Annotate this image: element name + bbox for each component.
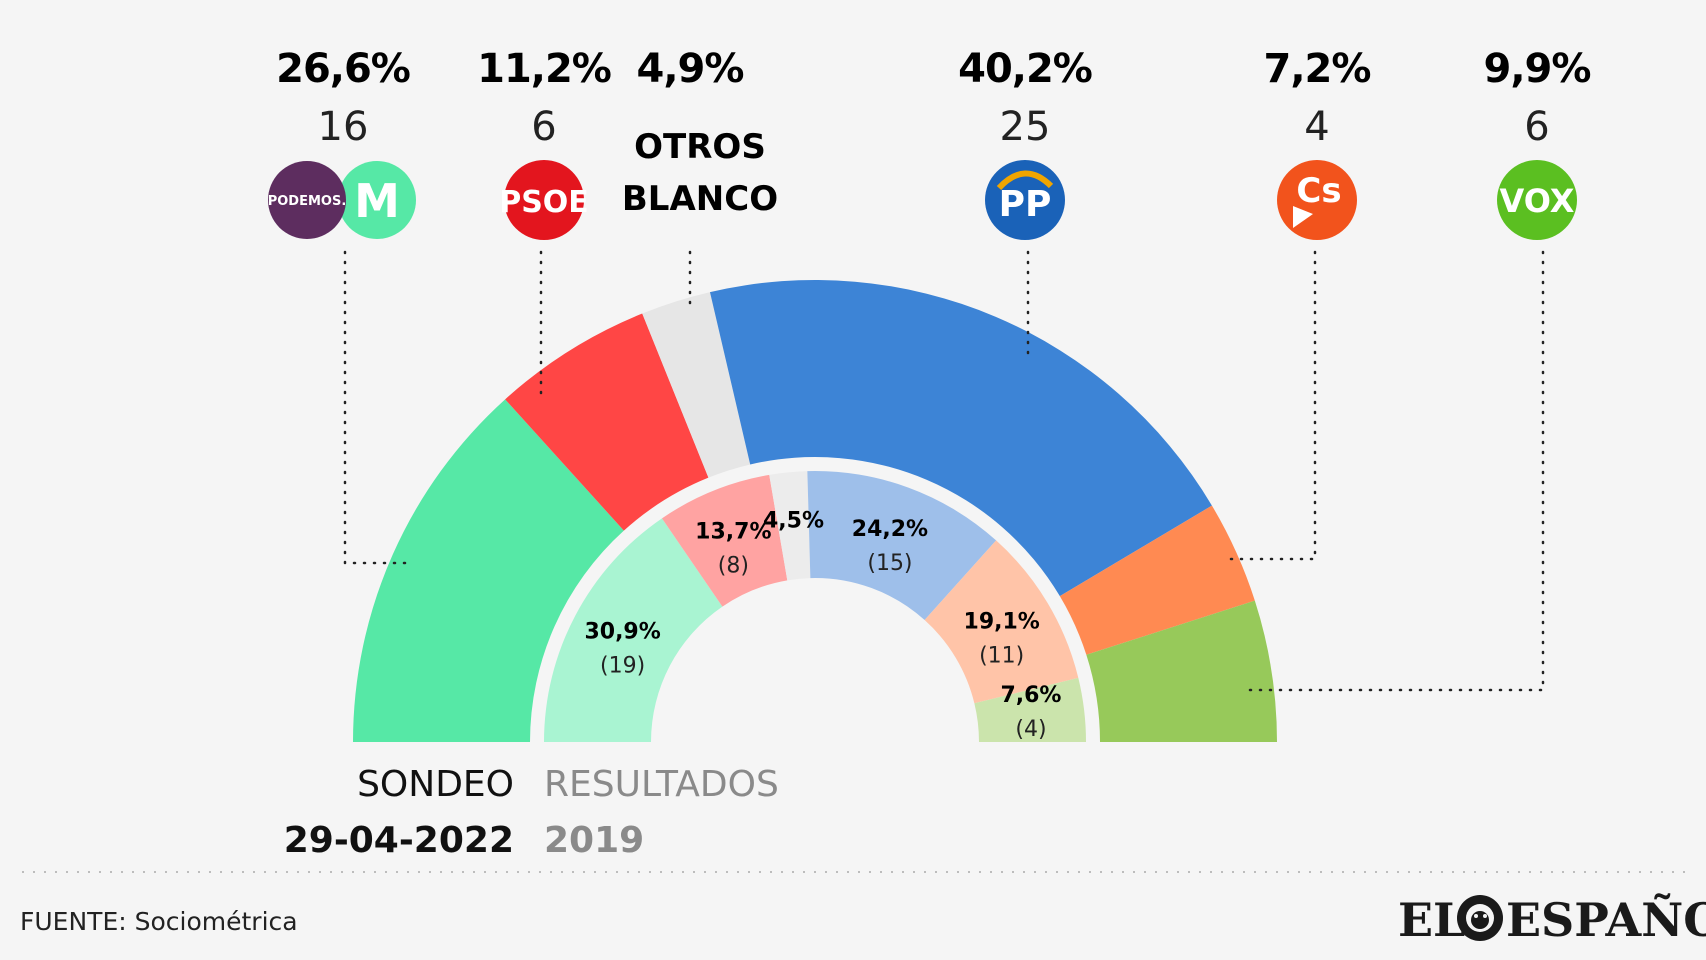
inner-seats-label-cs: (11) (979, 643, 1024, 668)
pp-logo-text: PP (999, 184, 1052, 225)
inner-pct-label-cs: 19,1% (964, 609, 1040, 634)
inner-ring-labels: 30,9% (19) 13,7% (8) 4,5% 24,2% (15) 19,1% (11) 7… (584, 509, 1061, 743)
chart-legend: SONDEO 29-04-2022 RESULTADOS 2019 (284, 764, 779, 861)
cs-logo-icon: Cs (1277, 160, 1357, 240)
outer-ring (353, 279, 1277, 742)
inner-pct-label-podemos-m-s-madrid: 30,9% (584, 620, 660, 645)
pp-logo-icon: PP (985, 160, 1065, 240)
inner-pct-label-otros: 4,5% (763, 509, 824, 534)
mas-madrid-logo-text: M (354, 174, 400, 228)
inner-pct-label-pp: 24,2% (852, 517, 928, 542)
outer-pct-label: 9,9% (1484, 46, 1591, 92)
inner-seats-label-pp: (15) (867, 551, 912, 576)
outer-pct-label: 40,2% (958, 46, 1092, 92)
outer-segment-otros-blanco (642, 292, 751, 478)
leader-line-cs (1226, 250, 1317, 561)
outer-segment-pp (709, 279, 1212, 597)
inner-segment-pp (807, 471, 997, 621)
legend-outer-date: 29-04-2022 (284, 820, 514, 861)
legend-inner-date: 2019 (544, 820, 644, 861)
header-otros-blanco: 4,9% OTROS BLANCO (622, 46, 778, 219)
lion-icon (1457, 895, 1503, 941)
leader-line-podemos-m-s-madrid (343, 250, 416, 565)
legend-inner-label: RESULTADOS (544, 764, 779, 805)
outer-seats-label: 6 (531, 104, 556, 150)
inner-seats-label-psoe: (8) (718, 553, 749, 578)
party-headers: 26,6% 16 M PODEMOS. 11,2% 6 PSOE 4,9% OTROS BLANC… (268, 46, 1591, 240)
header-vox: 9,9% 6 VOX (1484, 46, 1591, 240)
header-pp: 40,2% 25 PP (958, 46, 1093, 240)
mas-madrid-logo-icon: M (338, 161, 416, 239)
header-psoe: 11,2% 6 PSOE (477, 46, 612, 240)
outer-pct-label: 7,2% (1264, 46, 1371, 92)
outer-seats-label: 4 (1304, 104, 1329, 150)
brand-logo: EL ESPAÑOL (1398, 892, 1706, 947)
legend-outer-label: SONDEO (357, 764, 514, 805)
inner-seats-label-podemos-m-s-madrid: (19) (600, 654, 645, 679)
outer-seats-label: 6 (1524, 104, 1549, 150)
inner-segment-podemos-m-s-madrid (544, 518, 723, 742)
otros-label-line: OTROS (634, 127, 766, 167)
inner-pct-label-psoe: 13,7% (695, 519, 771, 544)
outer-segment-vox (1086, 600, 1277, 742)
inner-segment-cs (924, 540, 1079, 704)
outer-segment-psoe (505, 313, 709, 531)
psoe-logo-icon: PSOE (499, 160, 589, 240)
inner-pct-label-vox: 7,6% (1000, 683, 1061, 708)
outer-seats-label: 25 (1000, 104, 1051, 150)
vox-logo-icon: VOX (1497, 160, 1577, 240)
header-podemos-m-s-madrid: 26,6% 16 M PODEMOS. (268, 46, 416, 239)
inner-segment-otros (769, 471, 811, 581)
brand-right: ESPAÑOL (1506, 892, 1706, 947)
outer-pct-label: 11,2% (477, 46, 611, 92)
inner-seats-label-vox: (4) (1015, 717, 1046, 742)
otros-label-line: BLANCO (622, 179, 778, 219)
inner-ring (544, 471, 1086, 742)
source-note: FUENTE: Sociométrica (20, 907, 298, 936)
outer-segment-cs (1059, 505, 1255, 655)
leader-lines (343, 250, 1545, 692)
leader-line-vox (1244, 250, 1545, 692)
podemos-logo-text: PODEMOS. (268, 194, 347, 209)
outer-pct-label: 4,9% (637, 46, 744, 92)
brand-left: EL (1398, 893, 1465, 947)
psoe-logo-text: PSOE (499, 185, 589, 220)
outer-seats-label: 16 (318, 104, 369, 150)
outer-pct-label: 26,6% (276, 46, 410, 92)
inner-segment-psoe (661, 474, 788, 607)
cs-logo-text: Cs (1296, 171, 1341, 211)
outer-segment-podemos-m-s-madrid (353, 399, 624, 742)
vox-logo-text: VOX (1500, 182, 1575, 220)
podemos-logo-icon: PODEMOS. (268, 161, 347, 239)
inner-segment-vox (974, 677, 1086, 742)
header-cs: 7,2% 4 Cs (1264, 46, 1371, 240)
